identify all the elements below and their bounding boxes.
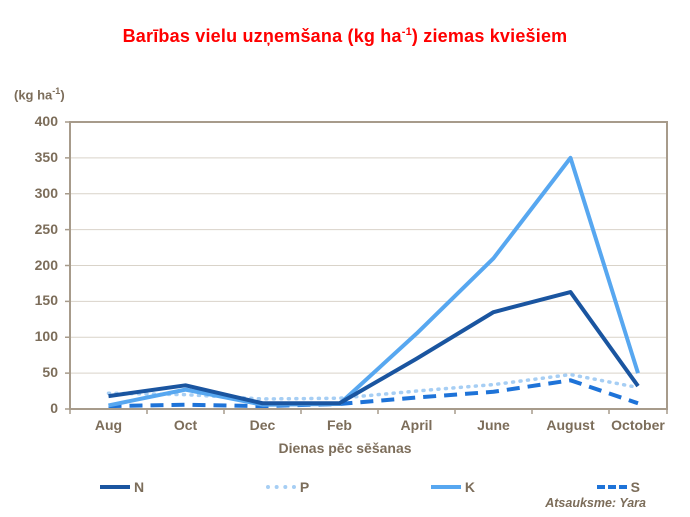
y-tick-label: 400 bbox=[34, 113, 58, 129]
legend-label-s: S bbox=[630, 479, 640, 495]
legend-label-p: P bbox=[299, 479, 310, 495]
y-tick-label: 200 bbox=[34, 256, 58, 273]
x-tick-label-april: April bbox=[400, 417, 433, 433]
y-tick-label: 150 bbox=[34, 292, 58, 309]
x-axis-title: Dienas pēc sēšanas bbox=[278, 440, 412, 456]
series-line-k bbox=[108, 155, 640, 408]
y-tick-label: 0 bbox=[50, 400, 58, 416]
attribution-text: Atsauksme: Yara bbox=[545, 496, 646, 510]
legend-swatch-p bbox=[265, 485, 296, 489]
chart-title-text: Barības vielu uzņemšana (kg ha bbox=[122, 26, 402, 46]
x-tick-label-feb: Feb bbox=[327, 417, 352, 433]
y-tick-label: 50 bbox=[42, 364, 58, 381]
plot-border bbox=[69, 121, 668, 410]
plot-area bbox=[65, 121, 668, 414]
x-tick-label-august: August bbox=[546, 417, 595, 433]
y-tick-label: 350 bbox=[34, 148, 58, 165]
chart-title-superscript: -1 bbox=[401, 26, 412, 38]
x-tick-label-aug: Aug bbox=[94, 417, 123, 433]
legend-item-p: P bbox=[265, 479, 310, 495]
x-tick-label-june: June bbox=[477, 417, 510, 433]
y-tick-label: 250 bbox=[34, 220, 58, 237]
chart-title: Barības vielu uzņemšana (kg ha-1) ziemas… bbox=[0, 26, 690, 47]
legend-swatch-s bbox=[596, 485, 627, 489]
series-line-s bbox=[108, 378, 639, 409]
legend-swatch-k bbox=[430, 485, 461, 489]
legend-swatch-n bbox=[100, 485, 130, 489]
legend-item-n: N bbox=[100, 479, 144, 495]
x-axis-tick-labels: Aug Oct Dec Feb April June August October bbox=[70, 417, 667, 437]
chart-title-suffix: ) ziemas kviešiem bbox=[411, 26, 568, 46]
y-axis-tick-labels: 400 350 300 250 200 150 100 50 0 bbox=[6, 0, 58, 517]
legend-item-k: K bbox=[430, 479, 475, 495]
legend-label-k: K bbox=[464, 479, 475, 495]
x-tick-label-october: October bbox=[611, 417, 665, 433]
legend-label-n: N bbox=[134, 479, 145, 495]
series-line-n bbox=[108, 290, 640, 406]
x-tick-label-dec: Dec bbox=[249, 417, 276, 433]
y-tick-label: 300 bbox=[34, 184, 58, 201]
series-line-p bbox=[106, 372, 640, 401]
legend-item-s: S bbox=[596, 479, 640, 495]
y-tick-label: 100 bbox=[34, 328, 58, 345]
x-tick-label-oct: Oct bbox=[173, 417, 198, 433]
y-axis-unit-label: (kg ha-1) bbox=[14, 86, 65, 103]
